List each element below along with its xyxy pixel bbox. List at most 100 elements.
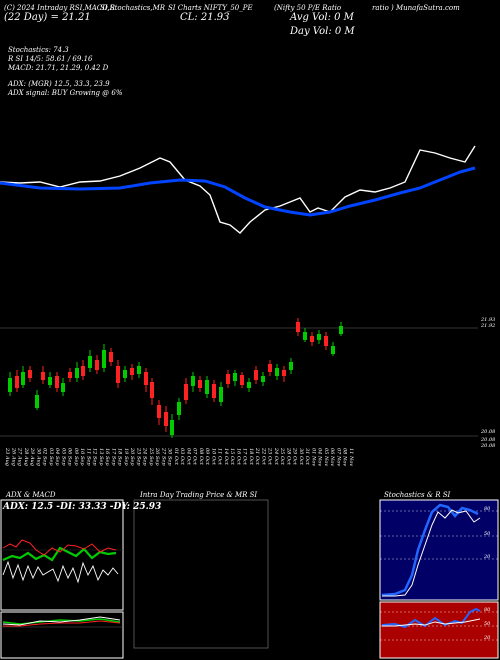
date-label: 03 Sep [48,448,54,466]
date-label: 01 Oct [173,448,179,466]
header-title-mid1: SI,Stochastics,MR [100,4,166,12]
candle-body [268,364,272,372]
candle-body [261,376,265,382]
date-label: 09 Oct [204,448,210,466]
date-label: 16 Oct [235,448,241,466]
date-label: 30 Aug [35,448,41,466]
date-label: 19 Sep [123,448,129,466]
candle-body [144,372,148,385]
date-label: 04 Sep [54,448,60,466]
date-label: 06 Nov [329,448,335,466]
stoch-tick-80: 80 [484,506,491,512]
date-label: 28 Aug [23,447,29,466]
intraday-panel [133,499,269,649]
candle-body [61,383,65,392]
candle-body [81,366,85,376]
date-label: 26 Aug [10,447,16,466]
date-label: 20 Sep [129,447,135,466]
date-label: 09 Sep [73,448,79,466]
adx-white-line [2,560,119,584]
candle-body [254,370,258,380]
white-ma-line [0,145,476,234]
candle-body [303,332,307,340]
macd-green-line [2,618,121,625]
date-label: 02 Sep [42,448,48,466]
candle-body [137,366,141,374]
candle-body [35,395,39,408]
date-label: 27 Aug [17,447,23,466]
candle-body [150,382,154,398]
date-label: 23 Aug [4,447,10,466]
date-label: 06 Sep [67,448,73,466]
header-title-right1: (Nifty 50 P/E Ratio [274,4,342,12]
macd-red-line [3,620,121,627]
candle-body [275,368,279,376]
date-label: 29 Oct [292,447,298,466]
date-label: 28 Oct [285,447,291,466]
adx-signal: ADX signal: BUY Growing @ 6% [8,89,123,97]
date-label: 11 Oct [217,448,223,466]
candle-body [289,362,293,370]
main-price-chart: 23 Aug 26 Aug 27 Aug 28 Aug 29 Aug 30 Aug 02 S… [0,145,478,466]
header-title-left: (C) 2024 Intraday RSI,MACD,R [4,4,116,12]
candle-body [219,387,223,402]
candle-body [123,370,127,378]
stoch-tick-50: 50 [484,531,491,537]
date-label: 30 Oct [298,448,304,466]
date-label: 23 Sep [135,447,141,466]
candle-body [170,420,174,435]
date-label: 01 Nov [310,448,316,466]
candle-body [28,370,32,378]
date-label: 05 Sep [60,448,66,466]
price-label-low3: 20.08 [481,443,496,449]
date-label: 17 Oct [242,448,248,466]
candle-body [184,384,188,400]
macd-white-line [2,616,121,626]
rsi-value: R SI 14/5: 58.61 / 69.16 [8,55,93,63]
candle-body [21,372,25,385]
rsi-white-line [382,618,481,627]
stochastics-value: Stochastics: 74.3 [8,46,69,54]
date-label: 31 Oct [304,448,310,466]
candle-body [198,380,202,388]
rsi-tick-50: 50 [484,621,491,627]
candle-body [339,326,343,334]
date-label: 14 Oct [223,448,229,466]
date-label: 23 Oct [267,447,273,466]
date-label: 24 Sep [142,447,148,466]
macd-value: MACD: 21.71, 21.29, 0.42 D [8,64,109,72]
candle-body [102,350,106,368]
adx-values-label: ADX: 12.5 -DI: 33.33 -DY: 25.93 [3,502,162,512]
stoch-panel-title: Stochastics & R SI [384,491,451,499]
date-label: 10 Oct [210,448,216,466]
stochastics-panel [379,499,499,601]
candle-body [233,373,237,381]
date-label: 10 Sep [79,448,85,466]
date-label: 04 Oct [185,448,191,466]
adx-green-line [2,546,117,562]
date-label: 21 Oct [254,447,260,466]
date-label: 29 Aug [29,447,35,466]
date-label: 08 Oct [198,448,204,466]
date-label: 30 Sep [167,448,173,466]
candle-body [205,380,209,394]
candle-body [41,372,45,380]
header-close: CL: 21.93 [180,12,230,23]
candle-body [55,376,59,388]
candle-body [282,370,286,376]
header-avg-vol: Avg Vol: 0 M [290,12,354,23]
candle-body [109,352,113,362]
candle-body [317,334,321,340]
adx-value: ADX: (MGR) 12.5, 33.3, 23.9 [8,80,110,88]
date-label: 05 Nov [323,448,329,466]
header-title-mid2: SI Charts NIFTY_50_PE [168,4,253,12]
candle-body [191,376,195,386]
date-label: 07 Oct [192,448,198,466]
rsi-tick-20: 20 [484,635,491,641]
macd-panel [0,611,124,659]
candle-body [116,366,120,383]
date-label: 12 Sep [92,448,98,466]
blue-ma-line [0,166,476,217]
date-label: 18 Oct [248,448,254,466]
